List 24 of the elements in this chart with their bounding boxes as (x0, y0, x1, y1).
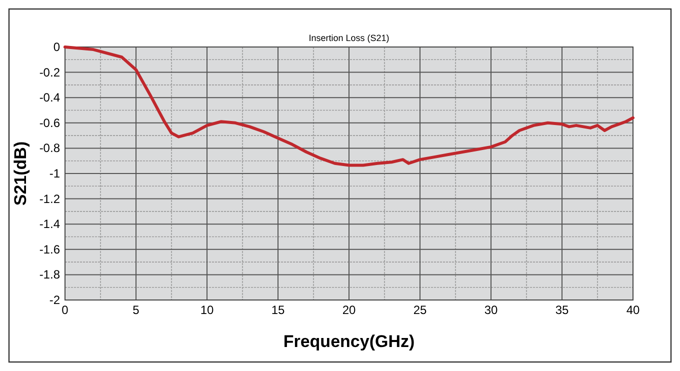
y-tick-label: -0.2 (39, 65, 60, 80)
y-axis-title: S21(dB) (11, 141, 30, 206)
y-tick-label: -1.2 (39, 192, 60, 206)
x-tick-label: 5 (132, 303, 140, 317)
y-tick-label: -0.8 (39, 141, 60, 156)
x-tick-label: 0 (62, 303, 69, 317)
x-tick-label: 25 (413, 303, 427, 317)
x-tick-label: 40 (626, 303, 640, 317)
x-tick-label: 35 (555, 303, 569, 317)
line-series (64, 46, 634, 167)
y-tick-label: -1.8 (39, 268, 60, 282)
y-tick-label: -1.4 (39, 217, 60, 232)
x-axis-title: Frequency(GHz) (283, 332, 415, 351)
y-tick-label: -1.6 (39, 242, 60, 256)
chart-title: Insertion Loss (S21) (308, 33, 390, 43)
y-tick-label: -1 (49, 166, 60, 180)
y-tick-label: -0.4 (39, 90, 60, 105)
y-tick-label: -0.6 (39, 116, 60, 130)
x-tick-label: 15 (271, 303, 285, 317)
x-tick-label: 20 (342, 303, 356, 317)
y-tick-label: -2 (49, 293, 60, 307)
x-tick-label: 30 (484, 303, 498, 317)
y-tick-label: 0 (53, 40, 60, 54)
x-tick-label: 10 (200, 303, 214, 317)
